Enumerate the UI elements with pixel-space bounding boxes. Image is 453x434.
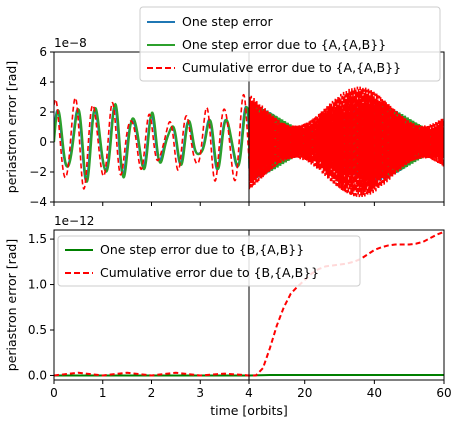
legend-label-cumulative-aab: Cumulative error due to {A,{A,B}} [182,60,401,75]
y-tick-label: 0 [39,135,47,149]
x-tick-label: 20 [297,386,312,400]
top-scale-note: 1e−8 [54,36,87,50]
y-tick-label: 1.0 [28,278,47,292]
legend-label-cumulative-bab: Cumulative error due to {B,{A,B}} [100,265,319,280]
legend-label-one-step-bab: One step error due to {B,{A,B}} [100,242,304,257]
top-ylabel: periastron error [rad] [4,61,19,193]
bottom-legend-frame [57,235,361,287]
x-tick-label: 1 [99,386,107,400]
y-tick-label: 2 [39,105,47,119]
y-tick-label: −2 [29,165,47,179]
bottom-scale-note: 1e−12 [54,214,94,228]
x-tick-label: 3 [196,386,204,400]
bottom-legend: One step error due to {B,{A,B}} Cumulati… [57,235,361,287]
bottom-ylabel: periastron error [rad] [4,239,19,371]
top-panel: −4 −2 0 2 4 6 1e−8 periastron error [rad] One… [4,6,445,209]
y-tick-label: 0.5 [28,323,47,337]
bottom-y-ticks: 0.0 0.5 1.0 1.5 [28,232,54,382]
legend-label-one-step-aab: One step error due to {A,{A,B}} [182,37,386,52]
top-series-group [54,86,444,198]
x-tick-label: 0 [50,386,58,400]
y-tick-label: 0.0 [28,368,47,382]
y-tick-label: −4 [29,195,47,209]
bottom-x-ticks: 0 1 2 3 4 20 40 60 [50,380,452,400]
bottom-xlabel: time [orbits] [210,403,288,418]
x-tick-label: 60 [436,386,451,400]
y-tick-label: 1.5 [28,232,47,246]
top-x-ticks [53,202,445,206]
y-tick-label: 6 [39,45,47,59]
x-tick-label: 4 [245,386,253,400]
x-tick-label: 2 [148,386,156,400]
legend-label-one-step: One step error [182,14,274,29]
top-series-2 [54,86,444,198]
top-legend: One step error One step error due to {A,… [139,6,441,82]
bottom-panel: 0.0 0.5 1.0 1.5 0 1 2 3 4 20 40 60 1e−12 periastro… [4,214,452,418]
y-tick-label: 4 [39,75,47,89]
x-tick-label: 40 [367,386,382,400]
top-legend-frame [139,6,441,82]
top-y-ticks: −4 −2 0 2 4 6 [29,45,54,209]
